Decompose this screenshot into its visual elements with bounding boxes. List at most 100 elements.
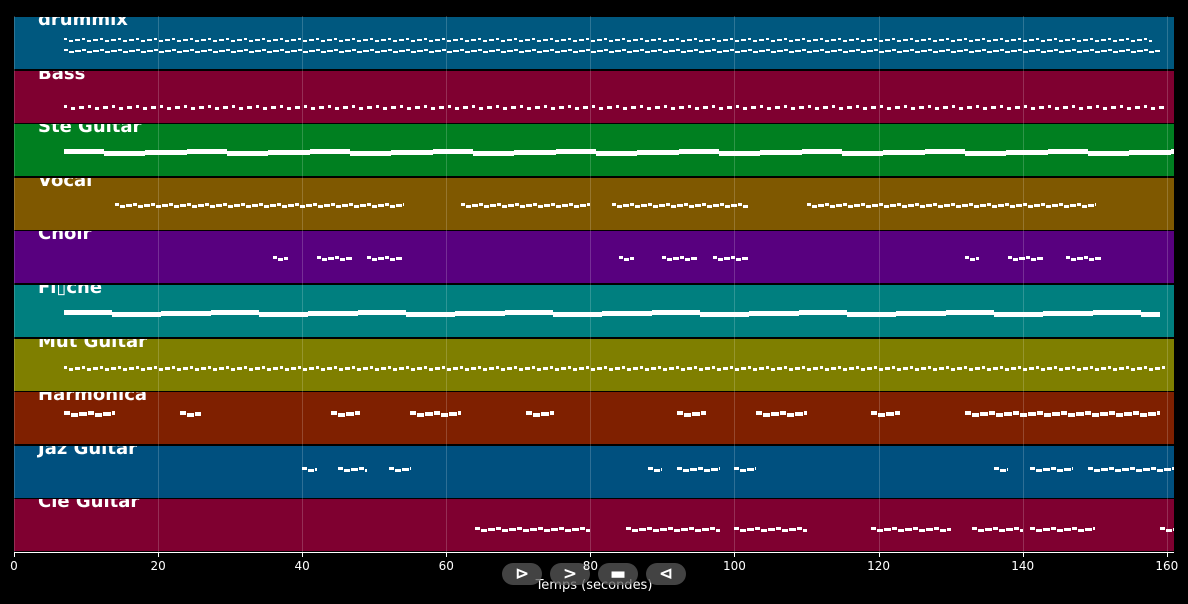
note — [907, 204, 914, 207]
note — [1013, 411, 1020, 415]
note — [95, 413, 103, 417]
note — [662, 256, 667, 259]
track-lane[interactable]: Mut Guitar — [14, 339, 1174, 391]
note — [1065, 367, 1071, 370]
note — [316, 256, 321, 259]
play-button[interactable]: ⊳ — [502, 563, 542, 585]
note — [921, 50, 928, 52]
note — [957, 50, 964, 52]
note — [1004, 203, 1009, 206]
note — [1048, 149, 1089, 154]
note — [808, 105, 812, 108]
note — [753, 51, 759, 53]
note — [1013, 258, 1019, 261]
note — [335, 107, 340, 110]
note — [381, 367, 387, 370]
note — [651, 50, 658, 52]
note — [511, 106, 517, 109]
track-lane[interactable]: Choir — [14, 231, 1174, 283]
note — [447, 40, 452, 42]
note — [975, 50, 982, 52]
note — [730, 38, 734, 40]
note — [658, 366, 662, 369]
note — [676, 366, 680, 369]
note — [860, 203, 865, 206]
note — [424, 38, 428, 40]
note — [321, 40, 326, 42]
track-lane[interactable]: drummix — [14, 17, 1174, 69]
back-button[interactable]: ⊲ — [646, 563, 686, 585]
note — [777, 50, 784, 52]
note — [1137, 367, 1143, 370]
track-lane[interactable]: Fl▯che — [14, 285, 1174, 337]
note — [226, 366, 230, 369]
note — [64, 310, 113, 315]
note — [399, 367, 405, 370]
note — [976, 257, 980, 260]
note — [442, 49, 447, 51]
note — [1015, 204, 1022, 207]
note — [561, 367, 567, 370]
track-lane[interactable]: Harmonica — [14, 392, 1174, 444]
note — [137, 205, 143, 208]
note — [720, 203, 724, 206]
note — [748, 366, 752, 369]
track-lane[interactable]: Jaz Guitar — [14, 446, 1174, 498]
stop-button[interactable]: ▬ — [598, 563, 638, 585]
note — [994, 312, 1044, 317]
note — [1129, 150, 1172, 155]
note — [1076, 203, 1081, 206]
note — [1029, 527, 1035, 530]
note — [743, 205, 748, 208]
note — [1023, 40, 1028, 42]
note — [771, 51, 777, 53]
note — [273, 367, 279, 370]
note — [645, 51, 651, 53]
note — [681, 40, 686, 42]
note — [201, 367, 207, 370]
note — [612, 203, 616, 206]
note — [730, 256, 735, 259]
note — [1011, 50, 1018, 52]
note — [1141, 312, 1160, 317]
note — [885, 367, 891, 370]
note — [633, 367, 639, 370]
note — [1006, 468, 1009, 471]
note — [820, 366, 824, 369]
note — [478, 203, 483, 206]
x-tick — [446, 552, 448, 557]
note — [895, 106, 901, 109]
note — [663, 51, 669, 53]
note — [832, 105, 836, 108]
note — [802, 149, 843, 154]
note — [147, 50, 154, 52]
note — [514, 203, 519, 206]
note — [716, 529, 721, 532]
track-lane[interactable]: Cle Guitar — [14, 499, 1174, 551]
note — [123, 40, 128, 42]
note — [559, 106, 565, 109]
note — [630, 257, 634, 260]
note — [311, 107, 316, 110]
note — [599, 107, 604, 110]
note — [987, 368, 992, 371]
note — [1155, 367, 1161, 370]
note — [937, 205, 943, 208]
note — [532, 366, 536, 369]
track-lane[interactable]: Bass — [14, 71, 1174, 123]
track-lane[interactable]: Ste Guitar — [14, 124, 1174, 176]
note — [886, 412, 895, 416]
note — [483, 205, 489, 208]
note — [568, 38, 572, 40]
note — [825, 51, 831, 53]
forward-button[interactable]: > — [550, 563, 590, 585]
note — [717, 258, 723, 261]
track-label: Harmonica — [38, 392, 148, 405]
note — [1028, 412, 1037, 416]
note — [1033, 204, 1040, 207]
note — [731, 204, 737, 207]
note — [1041, 51, 1047, 53]
note — [671, 205, 676, 208]
track-lane[interactable]: Vocal — [14, 178, 1174, 230]
note — [1077, 368, 1082, 371]
